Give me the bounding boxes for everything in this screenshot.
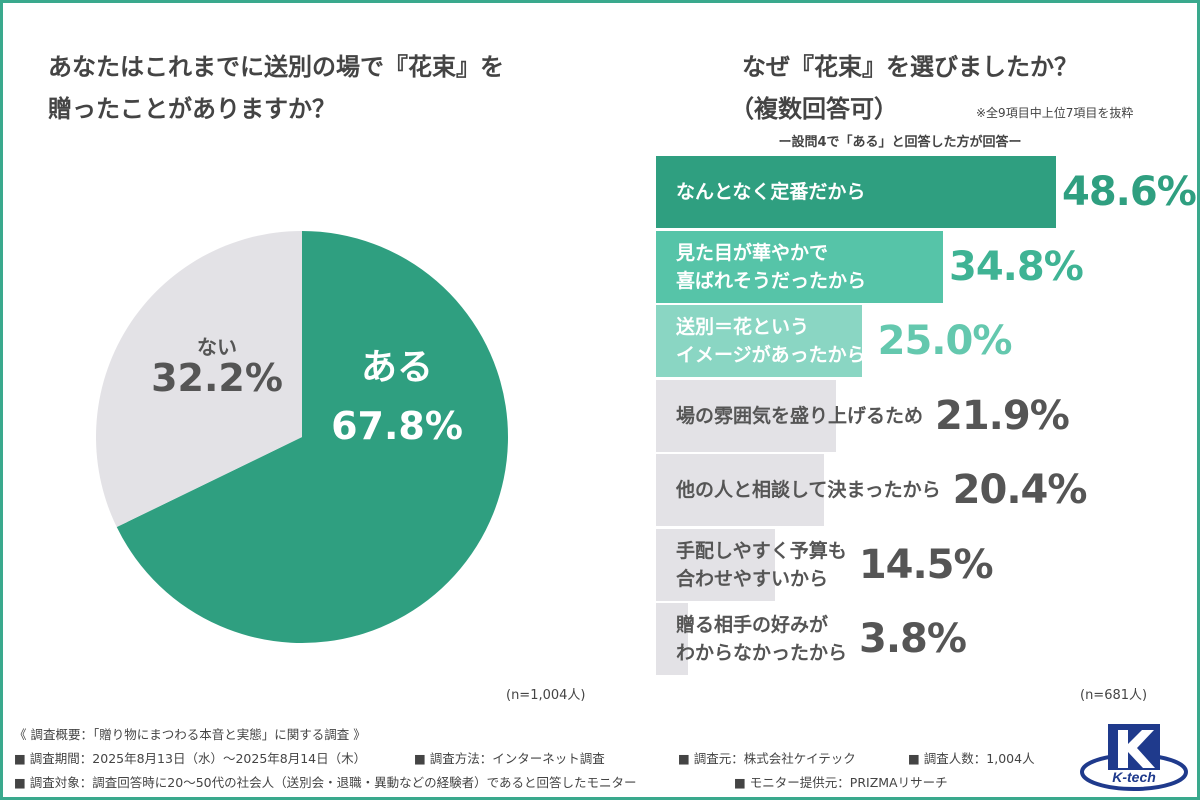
bar-fill-3 [656, 305, 862, 377]
bar-label-1: なんとなく定番だから [676, 181, 866, 203]
right-title-line2: （複数回答可） [730, 95, 898, 123]
bar-row-6: 手配しやすく予算も 合わせやすいから 14.5% [656, 528, 1196, 601]
pie-slice-1 [116, 231, 508, 644]
bar-row-2: 見た目が華やかで 喜ばれそうだったから 34.8% [656, 230, 1196, 303]
right-sample-size: (n=681人) [1080, 688, 1148, 703]
bar-row-3: 送別＝花という イメージがあったから 25.0% [656, 305, 1196, 377]
bar-label-2: 見た目が華やかで 喜ばれそうだったから [676, 241, 867, 292]
pie-slice-label-2: ない [197, 335, 237, 359]
footer-survey-title: 《 調査概要：「贈り物にまつわる本音と実態」に関する調査 》 [14, 727, 366, 742]
footer-row-3: ■ 調査対象：調査回答時に20〜50代の社会人（送別会・退職・異動などの経験者）… [14, 772, 1074, 790]
right-chart-note: ※全9項目中上位7項目を抜粋 [976, 106, 1134, 120]
bar-fill-1 [656, 156, 1056, 228]
bar-label-3: 送別＝花という イメージがあったから [676, 316, 866, 366]
bar-value-1: 48.6% [1062, 169, 1197, 215]
pie-slice-label-1: ある [361, 347, 433, 388]
footer-source: ■ 調査元：株式会社ケイテック [678, 751, 856, 766]
bar-value-6: 14.5% [858, 541, 994, 588]
bar-label-7: 贈る相手の好みが わからなかったから [676, 614, 848, 664]
footer-count: ■ 調査人数：1,004人 [908, 751, 1035, 766]
left-title-line2: 贈ったことがありますか？ [48, 95, 336, 123]
pie-slice-2 [95, 231, 302, 528]
footer-provider: ■ モニター提供元：PRIZMAリサーチ [734, 775, 948, 790]
bar-fill-6 [656, 528, 775, 601]
bar-row-1: なんとなく定番だから 48.6% [656, 156, 1197, 228]
pie-slice-value-2: 32.2% [151, 356, 283, 400]
bar-row-4: 場の雰囲気を盛り上げるため 21.9% [656, 379, 1196, 452]
left-chart-title: あなたはこれまでに送別の場で『花束』を 贈ったことがありますか？ [48, 46, 608, 130]
bar-fill-5 [656, 454, 824, 526]
bar-value-4: 21.9% [935, 392, 1070, 439]
bar-label-5: 他の人と相談して決まったから [676, 479, 941, 501]
left-sample-size: (n=1,004人) [506, 688, 586, 703]
footer-method: ■ 調査方法：インターネット調査 [414, 751, 605, 766]
bar-label-6: 手配しやすく予算も 合わせやすいから [676, 539, 847, 590]
right-title-line1: なぜ『花束』を選びましたか？ [742, 53, 1078, 81]
pie-slice-value-1: 67.8% [331, 404, 463, 448]
bar-row-7: 贈る相手の好みが わからなかったから 3.8% [656, 603, 1196, 675]
bar-fill-2 [656, 230, 943, 303]
bar-value-3: 25.0% [877, 318, 1013, 364]
footer-target: ■ 調査対象：調査回答時に20〜50代の社会人（送別会・退職・異動などの経験者）… [14, 775, 637, 790]
bar-value-2: 34.8% [949, 243, 1084, 290]
right-chart-title: なぜ『花束』を選びましたか？ （複数回答可） [700, 46, 1120, 130]
bar-fill-7 [656, 603, 688, 675]
right-chart-subtitle: ー設問4で「ある」と回答した方が回答ー [778, 135, 1022, 150]
bar-value-5: 20.4% [952, 467, 1088, 513]
bar-fill-4 [656, 379, 836, 452]
bar-row-5: 他の人と相談して決まったから 20.4% [656, 454, 1196, 526]
footer-row-2: ■ 調査期間：2025年8月13日（水）〜2025年8月14日（木） ■ 調査方… [14, 748, 1074, 766]
footer-period: ■ 調査期間：2025年8月13日（水）〜2025年8月14日（木） [14, 751, 367, 766]
bar-value-7: 3.8% [859, 616, 967, 662]
logo-text: K-tech [1112, 769, 1156, 785]
bar-label-4: 場の雰囲気を盛り上げるため [676, 404, 924, 427]
left-title-line1: あなたはこれまでに送別の場で『花束』を [48, 53, 504, 81]
k-tech-logo: K-tech [1080, 724, 1188, 791]
